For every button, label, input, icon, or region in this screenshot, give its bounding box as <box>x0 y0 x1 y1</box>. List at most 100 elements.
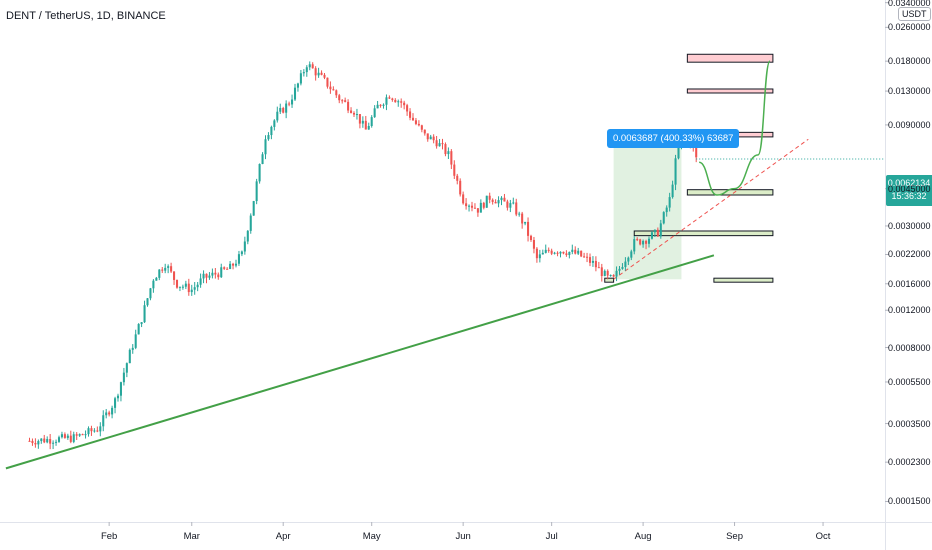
candle-body <box>282 107 285 113</box>
candle-body <box>583 256 586 258</box>
candle-body <box>137 324 140 335</box>
candle-body <box>409 111 412 118</box>
candle-body <box>311 64 314 69</box>
candle-body <box>75 434 78 436</box>
candle-body <box>524 221 527 224</box>
candle-body <box>258 164 261 182</box>
candle-body <box>293 87 297 100</box>
candle-body <box>358 114 361 124</box>
candle-body <box>468 205 471 207</box>
x-tick-label: Jun <box>455 531 471 542</box>
candle-body <box>344 100 347 102</box>
candle-body <box>429 136 432 140</box>
candle-body <box>305 67 308 73</box>
candle-body <box>184 283 187 287</box>
resistance-zone <box>686 88 774 94</box>
candle-body <box>432 136 435 141</box>
candle-body <box>541 252 544 255</box>
candle-body <box>465 203 468 207</box>
candle-body <box>594 260 597 268</box>
candle-body <box>456 175 459 181</box>
candle-body <box>577 250 580 254</box>
candle-body <box>291 99 294 105</box>
candle-body <box>52 442 55 444</box>
y-tick-label: 0.0340000 <box>888 0 931 8</box>
candle-body <box>597 267 600 269</box>
candle-body <box>488 195 491 200</box>
candle-body <box>134 334 137 348</box>
candle-body <box>420 125 423 130</box>
candle-body <box>226 268 229 270</box>
y-tick-label: 0.0016000 <box>888 278 931 289</box>
candle-body <box>335 90 338 96</box>
candle-body <box>99 426 102 432</box>
candle-body <box>509 203 512 208</box>
candle-body <box>264 139 267 155</box>
candle-body <box>187 283 190 293</box>
candle-body <box>671 184 674 198</box>
x-tick-label: Feb <box>100 531 118 542</box>
candle-body <box>116 395 120 399</box>
candle-body <box>232 263 235 266</box>
candle-body <box>438 143 441 147</box>
candle-body <box>199 278 202 285</box>
y-tick-label: 0.0090000 <box>888 119 931 130</box>
candle-body <box>506 201 509 208</box>
candle-body <box>329 86 332 90</box>
candle-body <box>273 120 276 127</box>
candle-body <box>544 249 547 253</box>
candle-body <box>108 412 111 415</box>
candle-body <box>202 273 205 279</box>
projection-curve <box>698 60 771 196</box>
candle-body <box>512 202 515 204</box>
candle-body <box>562 251 565 254</box>
candle-body <box>529 235 533 240</box>
candle-body <box>447 151 450 155</box>
candle-body <box>296 83 299 88</box>
candle-body <box>659 223 662 237</box>
y-tick-label: 0.0005500 <box>888 376 931 387</box>
candle-body <box>538 254 541 259</box>
candle-body <box>140 322 143 325</box>
candle-body <box>69 435 72 442</box>
candle-body <box>338 95 341 101</box>
candle-body <box>453 164 456 176</box>
candle-body <box>167 266 170 268</box>
candle-body <box>196 284 199 288</box>
candle-body <box>653 229 656 233</box>
candle-body <box>193 287 196 290</box>
candle-body <box>317 72 320 76</box>
currency-badge[interactable]: USDT <box>898 7 931 21</box>
candle-body <box>114 398 117 408</box>
candle-body <box>556 252 559 254</box>
y-tick-label: 0.0001500 <box>888 496 931 507</box>
candle-body <box>600 267 603 277</box>
candle-body <box>190 289 193 293</box>
candle-body <box>84 434 87 436</box>
candle-body <box>521 213 524 224</box>
candle-body <box>636 239 639 241</box>
candle-body <box>580 250 583 257</box>
candle-body <box>96 430 99 432</box>
candle-body <box>60 434 63 438</box>
candle-body <box>128 349 131 364</box>
candle-body <box>355 114 358 116</box>
candle-body <box>332 89 335 91</box>
candle-body <box>87 428 90 435</box>
candle-body <box>102 415 105 427</box>
support-zone <box>713 277 774 283</box>
candle-body <box>178 286 181 288</box>
candle-body <box>662 212 665 224</box>
candle-body <box>491 199 494 202</box>
candle-body <box>131 347 134 350</box>
candle-body <box>388 97 391 99</box>
candle-body <box>665 207 668 213</box>
candle-body <box>81 434 84 436</box>
candle-body <box>373 108 376 118</box>
candle-body <box>532 239 535 249</box>
x-tick-label: Jul <box>545 531 558 542</box>
candle-body <box>217 274 220 278</box>
candle-body <box>476 208 479 213</box>
candle-body <box>37 441 40 445</box>
